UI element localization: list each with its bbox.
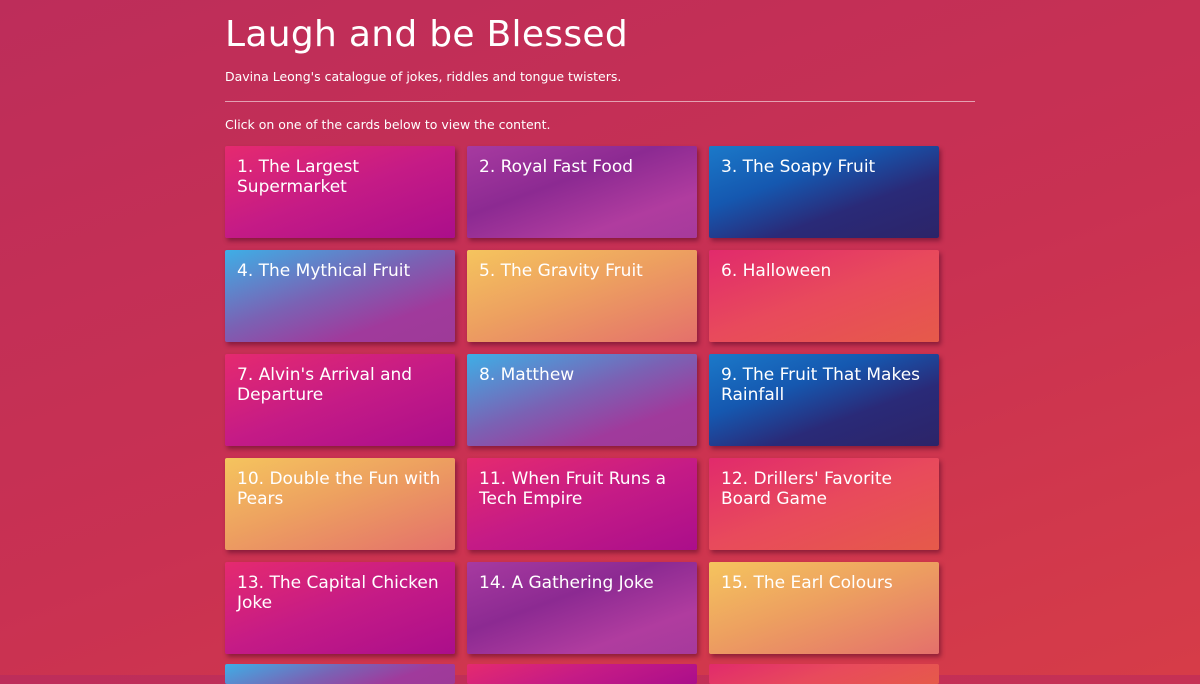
card-title: 14. A Gathering Joke xyxy=(479,573,654,593)
card-16-partial[interactable] xyxy=(225,664,455,684)
divider xyxy=(225,101,975,102)
card-title: 9. The Fruit That Makes Rainfall xyxy=(721,365,921,405)
card-title: 4. The Mythical Fruit xyxy=(237,261,411,281)
card-6[interactable]: 6. Halloween xyxy=(709,250,939,342)
card-5[interactable]: 5. The Gravity Fruit xyxy=(467,250,697,342)
card-14[interactable]: 14. A Gathering Joke xyxy=(467,562,697,654)
card-11[interactable]: 11. When Fruit Runs a Tech Empire xyxy=(467,458,697,550)
card-title: 7. Alvin's Arrival and Departure xyxy=(237,365,413,405)
card-title: 13. The Capital Chicken Joke xyxy=(237,573,439,613)
page-subtitle: Davina Leong's catalogue of jokes, riddl… xyxy=(225,69,622,84)
card-title: 8. Matthew xyxy=(479,365,575,385)
card-18-partial[interactable] xyxy=(709,664,939,684)
card-15[interactable]: 15. The Earl Colours xyxy=(709,562,939,654)
card-3[interactable]: 3. The Soapy Fruit xyxy=(709,146,939,238)
card-12[interactable]: 12. Drillers' Favorite Board Game xyxy=(709,458,939,550)
card-13[interactable]: 13. The Capital Chicken Joke xyxy=(225,562,455,654)
card-17-partial[interactable] xyxy=(467,664,697,684)
card-title: 2. Royal Fast Food xyxy=(479,157,634,177)
card-title: 12. Drillers' Favorite Board Game xyxy=(721,469,893,509)
page-title: Laugh and be Blessed xyxy=(225,14,629,55)
card-8[interactable]: 8. Matthew xyxy=(467,354,697,446)
card-title: 10. Double the Fun with Pears xyxy=(237,469,441,509)
card-title: 15. The Earl Colours xyxy=(721,573,893,593)
instruction-text: Click on one of the cards below to view … xyxy=(225,117,551,132)
card-title: 3. The Soapy Fruit xyxy=(721,157,876,177)
card-title: 5. The Gravity Fruit xyxy=(479,261,643,281)
card-title: 11. When Fruit Runs a Tech Empire xyxy=(479,469,667,509)
card-title: 1. The Largest Supermarket xyxy=(237,157,359,197)
card-4[interactable]: 4. The Mythical Fruit xyxy=(225,250,455,342)
card-1[interactable]: 1. The Largest Supermarket xyxy=(225,146,455,238)
card-7[interactable]: 7. Alvin's Arrival and Departure xyxy=(225,354,455,446)
card-2[interactable]: 2. Royal Fast Food xyxy=(467,146,697,238)
card-10[interactable]: 10. Double the Fun with Pears xyxy=(225,458,455,550)
card-9[interactable]: 9. The Fruit That Makes Rainfall xyxy=(709,354,939,446)
card-grid: 1. The Largest Supermarket 2. Royal Fast… xyxy=(225,146,939,654)
card-title: 6. Halloween xyxy=(721,261,832,281)
